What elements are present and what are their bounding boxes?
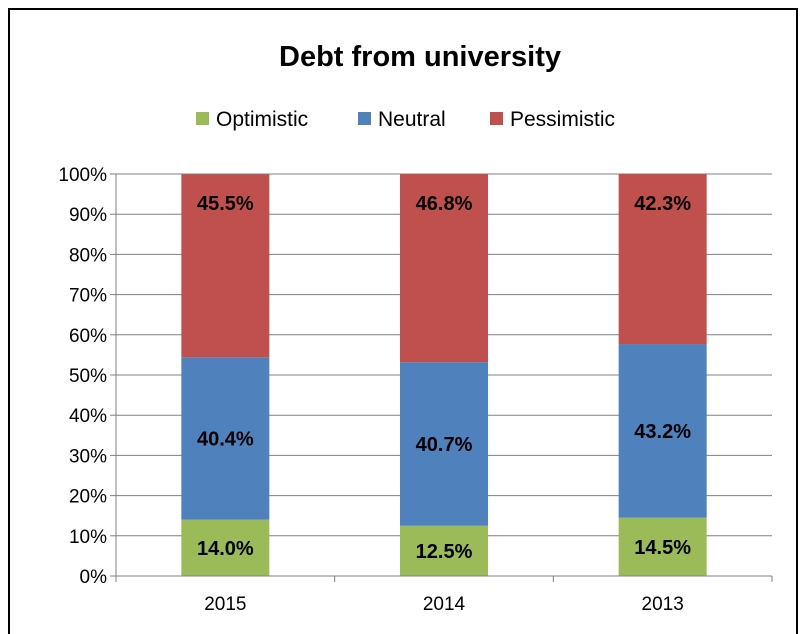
y-tick-label: 100%: [58, 165, 107, 186]
data-label: 43.2%: [634, 421, 691, 443]
legend: Optimistic Neutral Pessimistic: [196, 108, 615, 131]
y-tick-label: 10%: [69, 527, 107, 548]
y-tick-label: 90%: [69, 205, 107, 226]
bar-segment-optimistic-2013: [618, 517, 707, 576]
data-label: 12.5%: [416, 541, 473, 563]
chart-title: Debt from university: [279, 41, 561, 73]
y-tick-label: 30%: [69, 446, 107, 467]
data-label: 40.4%: [197, 429, 254, 451]
bar-segment-optimistic-2015: [181, 519, 270, 576]
x-tick-label: 2013: [642, 594, 684, 615]
legend-label-optimistic: Optimistic: [216, 108, 308, 131]
y-tick-label: 40%: [69, 406, 107, 427]
bar-segment-neutral-2014: [400, 362, 488, 526]
legend-swatch-optimistic: [196, 112, 209, 125]
y-axis: 0% 10% 20% 30% 40% 50% 60% 70% 80% 90% 100%: [58, 165, 117, 588]
data-label: 42.3%: [634, 193, 691, 215]
data-label: 45.5%: [197, 193, 254, 215]
bar-segment-neutral-2015: [181, 357, 270, 520]
x-tick-label: 2014: [423, 594, 466, 615]
x-axis: 2015 2014 2013: [115, 575, 773, 615]
y-tick-label: 50%: [69, 366, 107, 387]
bar-segment-optimistic-2014: [400, 525, 488, 576]
data-label: 46.8%: [416, 193, 473, 215]
bars: 14.0% 40.4% 45.5% 12.5% 40.7% 46.8% 14.5% 43.2%…: [181, 174, 707, 576]
y-tick-label: 80%: [69, 245, 107, 266]
legend-swatch-pessimistic: [490, 112, 503, 125]
bar-segment-neutral-2013: [618, 344, 707, 518]
legend-label-neutral: Neutral: [378, 108, 446, 131]
bar-segment-pessimistic-2015: [181, 174, 270, 358]
y-tick-label: 70%: [69, 286, 107, 307]
bar-segment-pessimistic-2013: [618, 174, 707, 345]
bar-segment-pessimistic-2014: [400, 174, 488, 363]
legend-label-pessimistic: Pessimistic: [510, 108, 615, 131]
data-label: 14.5%: [634, 537, 691, 559]
x-tick-label: 2015: [204, 594, 246, 615]
y-tick-label: 0%: [80, 567, 108, 588]
legend-swatch-neutral: [358, 112, 371, 125]
y-tick-label: 20%: [69, 487, 107, 508]
data-label: 40.7%: [416, 434, 473, 456]
y-tick-label: 60%: [69, 326, 107, 347]
data-label: 14.0%: [197, 538, 254, 560]
